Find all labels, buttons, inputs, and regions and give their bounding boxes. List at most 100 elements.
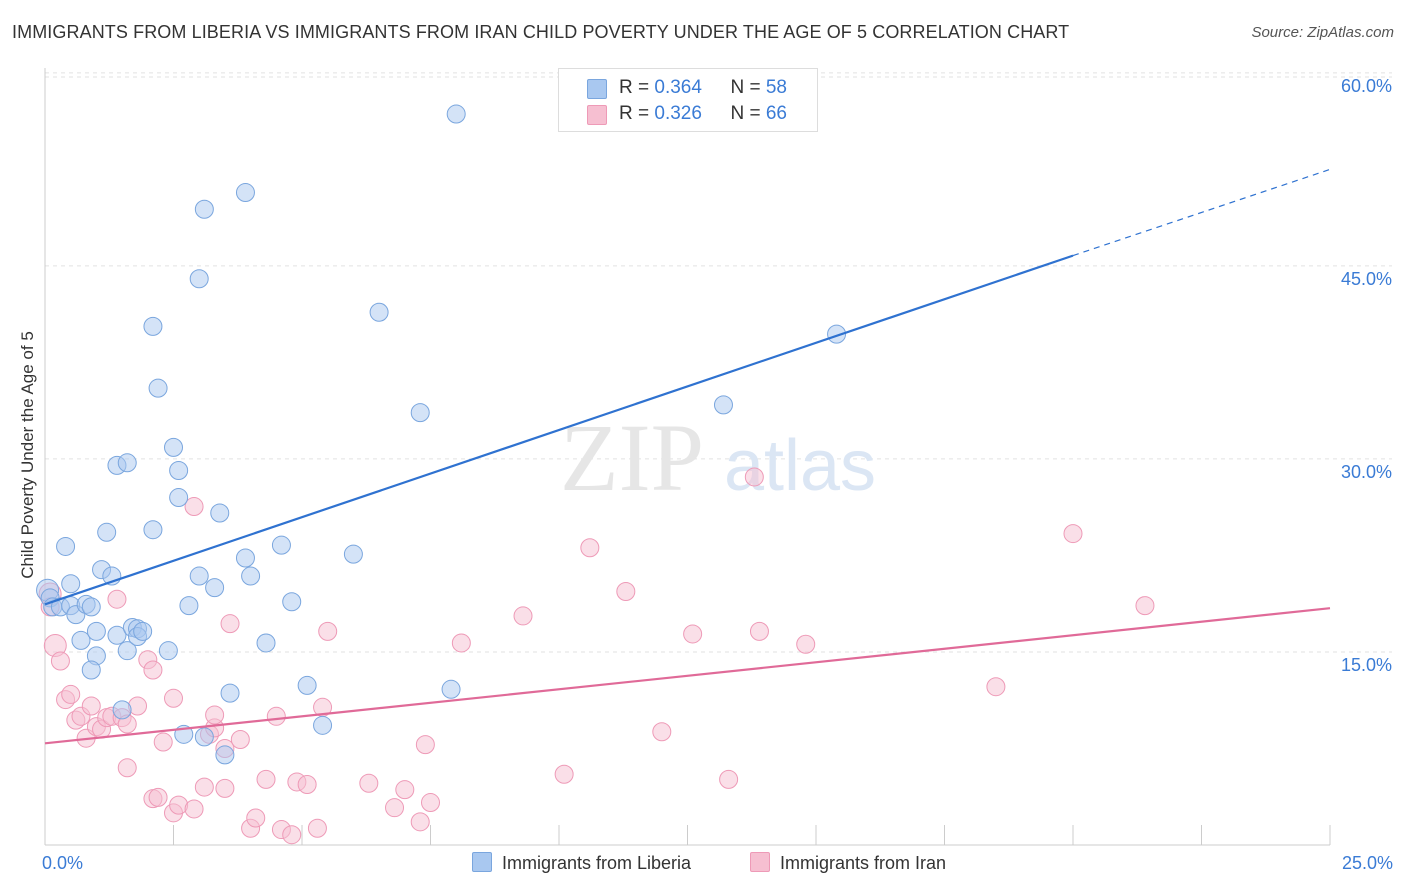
liberia-point [61, 574, 81, 594]
iran-point [148, 787, 168, 807]
liberia-point [169, 488, 189, 508]
iran-point [220, 614, 240, 634]
iran-point [719, 769, 739, 789]
iran-point [164, 688, 183, 708]
liberia-point [158, 641, 178, 661]
iran-point [266, 706, 286, 726]
liberia-point [189, 269, 209, 289]
liberia-point [241, 566, 261, 586]
zipatlas-watermark: ZIP atlas [560, 404, 876, 511]
iran-point [744, 467, 764, 487]
legend-r-label: R = [619, 77, 655, 98]
y-tick-label: 15.0% [1341, 655, 1392, 675]
legend-n-value-iran: 66 [765, 103, 787, 124]
liberia-point [86, 621, 106, 641]
liberia-trend-line [44, 254, 1074, 606]
iran-point [307, 818, 327, 838]
liberia-point [194, 199, 214, 219]
liberia-point [81, 597, 101, 617]
iran-point [451, 633, 471, 653]
liberia-point [143, 316, 163, 336]
iran-point [749, 621, 769, 641]
iran-point [184, 799, 204, 819]
y-tick-label: 60.0% [1341, 76, 1392, 96]
bottom-legend-iran: Immigrants from Iran [750, 852, 946, 874]
liberia-point [369, 302, 389, 322]
liberia-point [220, 683, 240, 703]
bottom-legend-label-iran: Immigrants from Iran [780, 853, 947, 873]
correlation-legend: R = 0.364 N = 58 R = 0.326 N = 66 [558, 68, 818, 132]
iran-point [246, 808, 266, 828]
liberia-point [194, 727, 214, 747]
iran-point [61, 684, 81, 704]
liberia-point [117, 453, 137, 473]
liberia-point [271, 535, 291, 555]
liberia-point [81, 660, 101, 680]
iran-point [297, 775, 317, 795]
y-tick-label: 30.0% [1341, 462, 1392, 482]
iran-point [415, 735, 435, 755]
liberia-point [97, 522, 117, 542]
iran-point [215, 778, 235, 798]
iran-point [230, 729, 250, 749]
liberia-point [179, 596, 199, 616]
bottom-legend-label-liberia: Immigrants from Liberia [502, 853, 692, 873]
liberia-point [256, 633, 276, 653]
liberia-trend-extension [1072, 168, 1331, 257]
iran-point [184, 497, 204, 517]
liberia-point [713, 395, 733, 415]
liberia-point [446, 104, 466, 124]
liberia-point [441, 679, 461, 699]
iran-point [652, 722, 672, 742]
iran-trend-line [44, 607, 1331, 745]
iran-points [38, 467, 1155, 845]
iran-point [117, 758, 137, 778]
iran-point [359, 773, 379, 793]
iran-point [318, 621, 338, 641]
iran-point [513, 606, 533, 626]
iran-point [256, 769, 276, 789]
liberia-point [56, 536, 76, 556]
iran-point [580, 538, 600, 558]
bottom-legend-swatch-iran [750, 852, 770, 872]
liberia-point [71, 630, 91, 650]
liberia-point [164, 437, 183, 457]
iran-point [683, 624, 703, 644]
legend-swatch-liberia [587, 79, 607, 99]
legend-swatch-iran [587, 105, 607, 125]
iran-point [107, 589, 127, 609]
liberia-point [297, 675, 317, 695]
liberia-point [143, 520, 163, 540]
iran-point [1135, 596, 1155, 616]
iran-point [194, 777, 214, 797]
liberia-point [343, 544, 363, 564]
legend-n-label: N = [730, 77, 766, 98]
liberia-point [235, 548, 255, 568]
liberia-point [205, 578, 225, 598]
legend-n-value-liberia: 58 [765, 77, 787, 98]
x-tick-label: 25.0% [1342, 853, 1393, 873]
iran-point [395, 780, 415, 800]
y-axis-label: Child Poverty Under the Age of 5 [18, 331, 37, 579]
tick-labels: 15.0% 30.0% 45.0% 60.0% 0.0% 25.0% [42, 76, 1393, 873]
iran-point [205, 705, 225, 725]
legend-n-label: N = [730, 103, 766, 124]
legend-r-value-liberia: 0.364 [654, 77, 702, 98]
liberia-point [107, 625, 127, 645]
iran-point [282, 825, 302, 845]
legend-r-label: R = [619, 103, 655, 124]
x-tick-label: 0.0% [42, 853, 83, 873]
iran-point [410, 812, 430, 832]
legend-r-value-iran: 0.326 [654, 103, 702, 124]
trend-lines [44, 168, 1331, 745]
liberia-point [117, 641, 137, 661]
liberia-point [282, 592, 302, 612]
liberia-point [169, 461, 189, 481]
liberia-points [36, 104, 847, 765]
watermark-zip: ZIP [560, 404, 704, 511]
liberia-point [410, 403, 430, 423]
liberia-point [215, 745, 235, 765]
liberia-point [235, 183, 255, 203]
liberia-point [313, 715, 333, 735]
